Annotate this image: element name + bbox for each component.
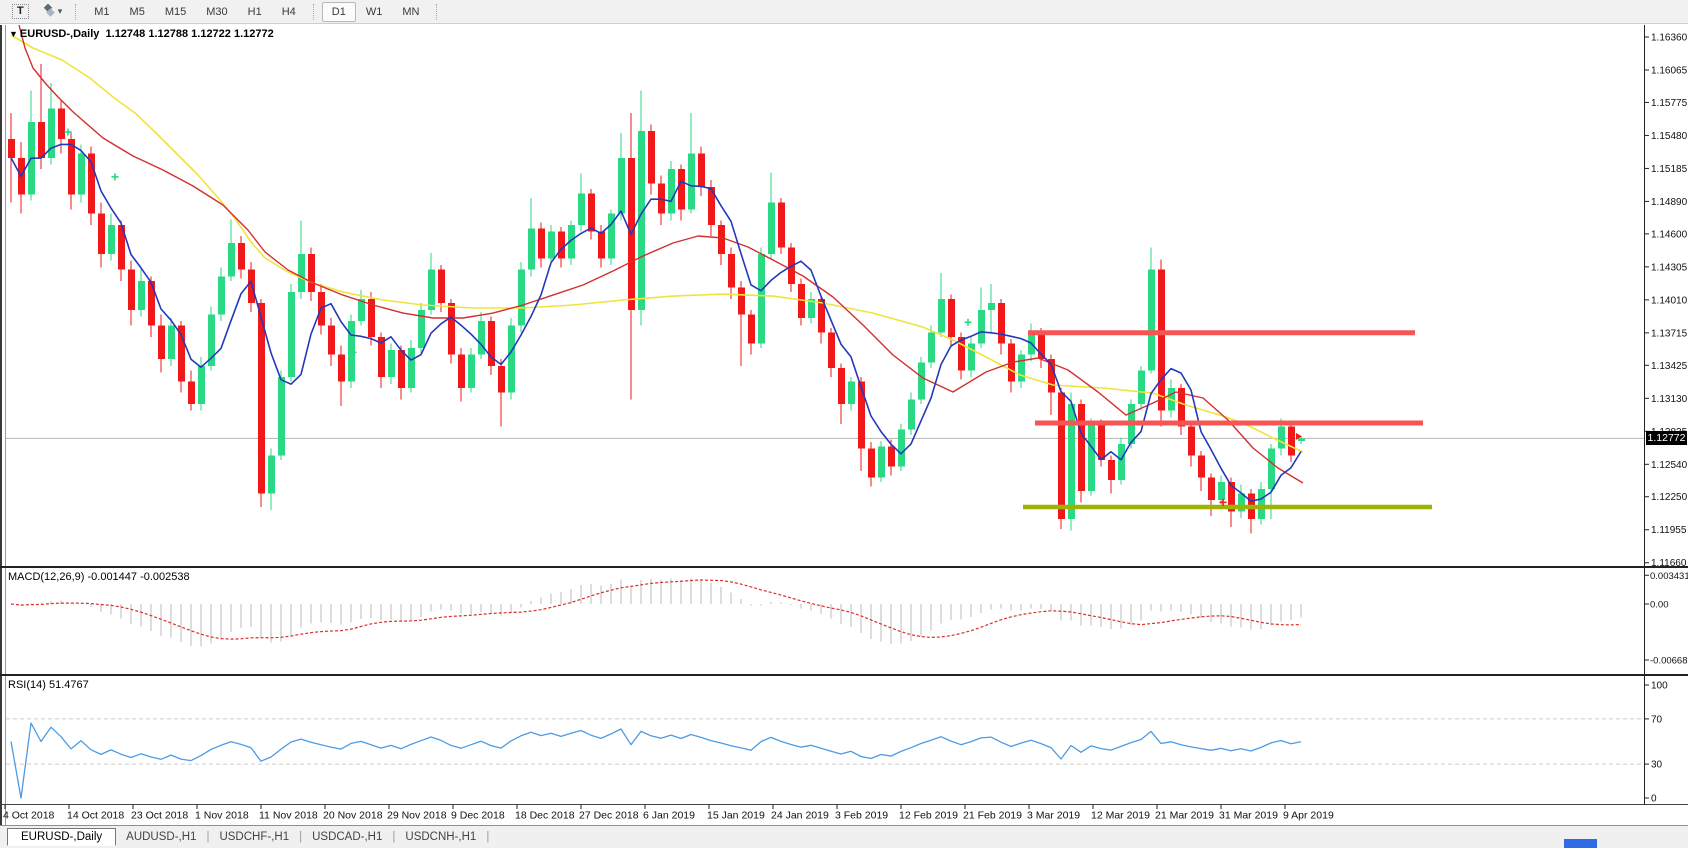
axis-label: 1.11660 bbox=[1651, 558, 1687, 569]
axis-label: 1.14010 bbox=[1651, 295, 1688, 306]
timeframe-button-group: M1 M5 M15 M30 H1 H4 D1 W1 MN bbox=[84, 1, 445, 22]
axis-label: 70 bbox=[1651, 714, 1663, 725]
axis-label: 1.13715 bbox=[1651, 328, 1688, 339]
macd-panel[interactable] bbox=[10, 578, 1302, 647]
axis-label: 1.12250 bbox=[1651, 492, 1688, 503]
toolbar-separator bbox=[436, 3, 438, 20]
axis-label: 0 bbox=[1651, 794, 1657, 805]
tab-usdchf-h1[interactable]: USDCHF-,H1 bbox=[219, 831, 290, 843]
tab-audusd-h1[interactable]: AUDUSD-,H1 bbox=[126, 831, 197, 843]
objects-icon bbox=[41, 3, 55, 20]
axis-label: -0.006686 bbox=[1650, 655, 1688, 666]
macd-label: MACD(12,26,9) -0.001447 -0.002538 bbox=[8, 571, 190, 583]
toolbar-separator bbox=[312, 3, 315, 20]
chart-title: ▼ EURUSD-,Daily 1.12748 1.12788 1.12722 1… bbox=[9, 28, 274, 40]
date-label: 14 Oct 2018 bbox=[67, 810, 124, 822]
tab-divider: | bbox=[299, 831, 303, 843]
rsi-name: RSI(14) bbox=[8, 679, 46, 691]
date-label: 4 Oct 2018 bbox=[3, 810, 55, 822]
date-label: 21 Mar 2019 bbox=[1155, 810, 1214, 822]
tab-eurusd-daily[interactable]: EURUSD-,Daily bbox=[7, 828, 117, 846]
axis-label: 1.15480 bbox=[1651, 131, 1688, 142]
text-tool-button[interactable]: T bbox=[7, 2, 34, 21]
timeframe-button-m5[interactable]: M5 bbox=[129, 5, 145, 18]
date-label: 29 Nov 2018 bbox=[387, 810, 447, 822]
chart-tab-bar: EURUSD-,Daily AUDUSD-,H1 | USDCHF-,H1 | USDCA… bbox=[0, 825, 1688, 848]
bottom-right-accent bbox=[1564, 839, 1597, 848]
toolbar-separator bbox=[75, 3, 77, 20]
main-price-panel[interactable] bbox=[8, 25, 1432, 534]
timeframe-button-w1[interactable]: W1 bbox=[365, 5, 383, 18]
objects-button[interactable]: ▾ bbox=[36, 2, 68, 22]
rsi-panel[interactable] bbox=[10, 722, 1302, 799]
text-tool-icon: T bbox=[12, 4, 29, 19]
axis-label: 0.00 bbox=[1650, 600, 1669, 611]
date-label: 12 Mar 2019 bbox=[1091, 810, 1150, 822]
axis-label: 1.14305 bbox=[1651, 262, 1688, 273]
axis-label: 1.13130 bbox=[1651, 394, 1688, 405]
date-label: 31 Mar 2019 bbox=[1219, 810, 1278, 822]
timeframe-button-d1[interactable]: D1 bbox=[321, 1, 356, 22]
axis-label: 1.12540 bbox=[1651, 460, 1688, 471]
tab-divider: | bbox=[486, 831, 490, 843]
macd-name: MACD(12,26,9) bbox=[8, 571, 85, 583]
date-label: 9 Dec 2018 bbox=[451, 810, 505, 822]
current-price-tag: 1.12772 bbox=[1646, 431, 1687, 445]
tab-divider: | bbox=[206, 831, 210, 843]
timeframe-button-h4[interactable]: H4 bbox=[281, 5, 296, 18]
date-label: 3 Feb 2019 bbox=[835, 810, 888, 822]
axis-label: 1.16360 bbox=[1651, 33, 1688, 44]
axis-label: 1.15185 bbox=[1651, 164, 1688, 175]
timeframe-button-m30[interactable]: M30 bbox=[206, 5, 228, 18]
axis-label: 30 bbox=[1651, 760, 1663, 771]
axis-label: 1.14600 bbox=[1651, 229, 1688, 240]
macd-values: -0.001447 -0.002538 bbox=[87, 571, 190, 583]
date-label: 23 Oct 2018 bbox=[131, 810, 188, 822]
tab-usdcad-h1[interactable]: USDCAD-,H1 bbox=[312, 831, 383, 843]
tab-usdcnh-h1[interactable]: USDCNH-,H1 bbox=[405, 831, 477, 843]
date-label: 20 Nov 2018 bbox=[323, 810, 383, 822]
rsi-label: RSI(14) 51.4767 bbox=[8, 679, 89, 691]
axis-label: 1.13425 bbox=[1651, 361, 1688, 372]
date-label: 1 Nov 2018 bbox=[195, 810, 249, 822]
date-label: 18 Dec 2018 bbox=[515, 810, 575, 822]
timeframe-button-m1[interactable]: M1 bbox=[94, 5, 110, 18]
date-label: 3 Mar 2019 bbox=[1027, 810, 1080, 822]
date-label: 9 Apr 2019 bbox=[1283, 810, 1334, 822]
date-label: 27 Dec 2018 bbox=[579, 810, 639, 822]
date-label: 21 Feb 2019 bbox=[963, 810, 1022, 822]
timeframe-button-h1[interactable]: H1 bbox=[247, 5, 262, 18]
date-label: 24 Jan 2019 bbox=[771, 810, 829, 822]
date-label: 11 Nov 2018 bbox=[259, 810, 318, 822]
toolbar: T ▾ M1 M5 M15 M30 H1 H4 D1 W1 MN bbox=[0, 0, 1688, 24]
date-label: 15 Jan 2019 bbox=[707, 810, 765, 822]
axis-label: 1.11955 bbox=[1651, 525, 1687, 536]
date-label: 6 Jan 2019 bbox=[643, 810, 695, 822]
timeframe-button-m15[interactable]: M15 bbox=[164, 5, 187, 18]
dropdown-caret-icon: ▾ bbox=[57, 6, 63, 16]
chart-symbol-label: EURUSD-,Daily bbox=[19, 28, 100, 40]
timeframe-button-mn[interactable]: MN bbox=[402, 5, 420, 18]
rsi-value: 51.4767 bbox=[48, 679, 89, 691]
axis-label: 1.16065 bbox=[1651, 65, 1688, 76]
arrow-marker bbox=[1296, 432, 1302, 440]
axis-label: 1.14890 bbox=[1651, 197, 1688, 208]
title-marker-icon: ▼ bbox=[9, 29, 18, 39]
chart-ohlc-label: 1.12748 1.12788 1.12722 1.12772 bbox=[105, 28, 274, 40]
axis-label: 100 bbox=[1651, 681, 1668, 692]
axis-label: 1.15775 bbox=[1651, 98, 1688, 109]
tab-divider: | bbox=[392, 831, 396, 843]
date-label: 12 Feb 2019 bbox=[899, 810, 958, 822]
axis-label: 0.003431 bbox=[1650, 571, 1688, 582]
